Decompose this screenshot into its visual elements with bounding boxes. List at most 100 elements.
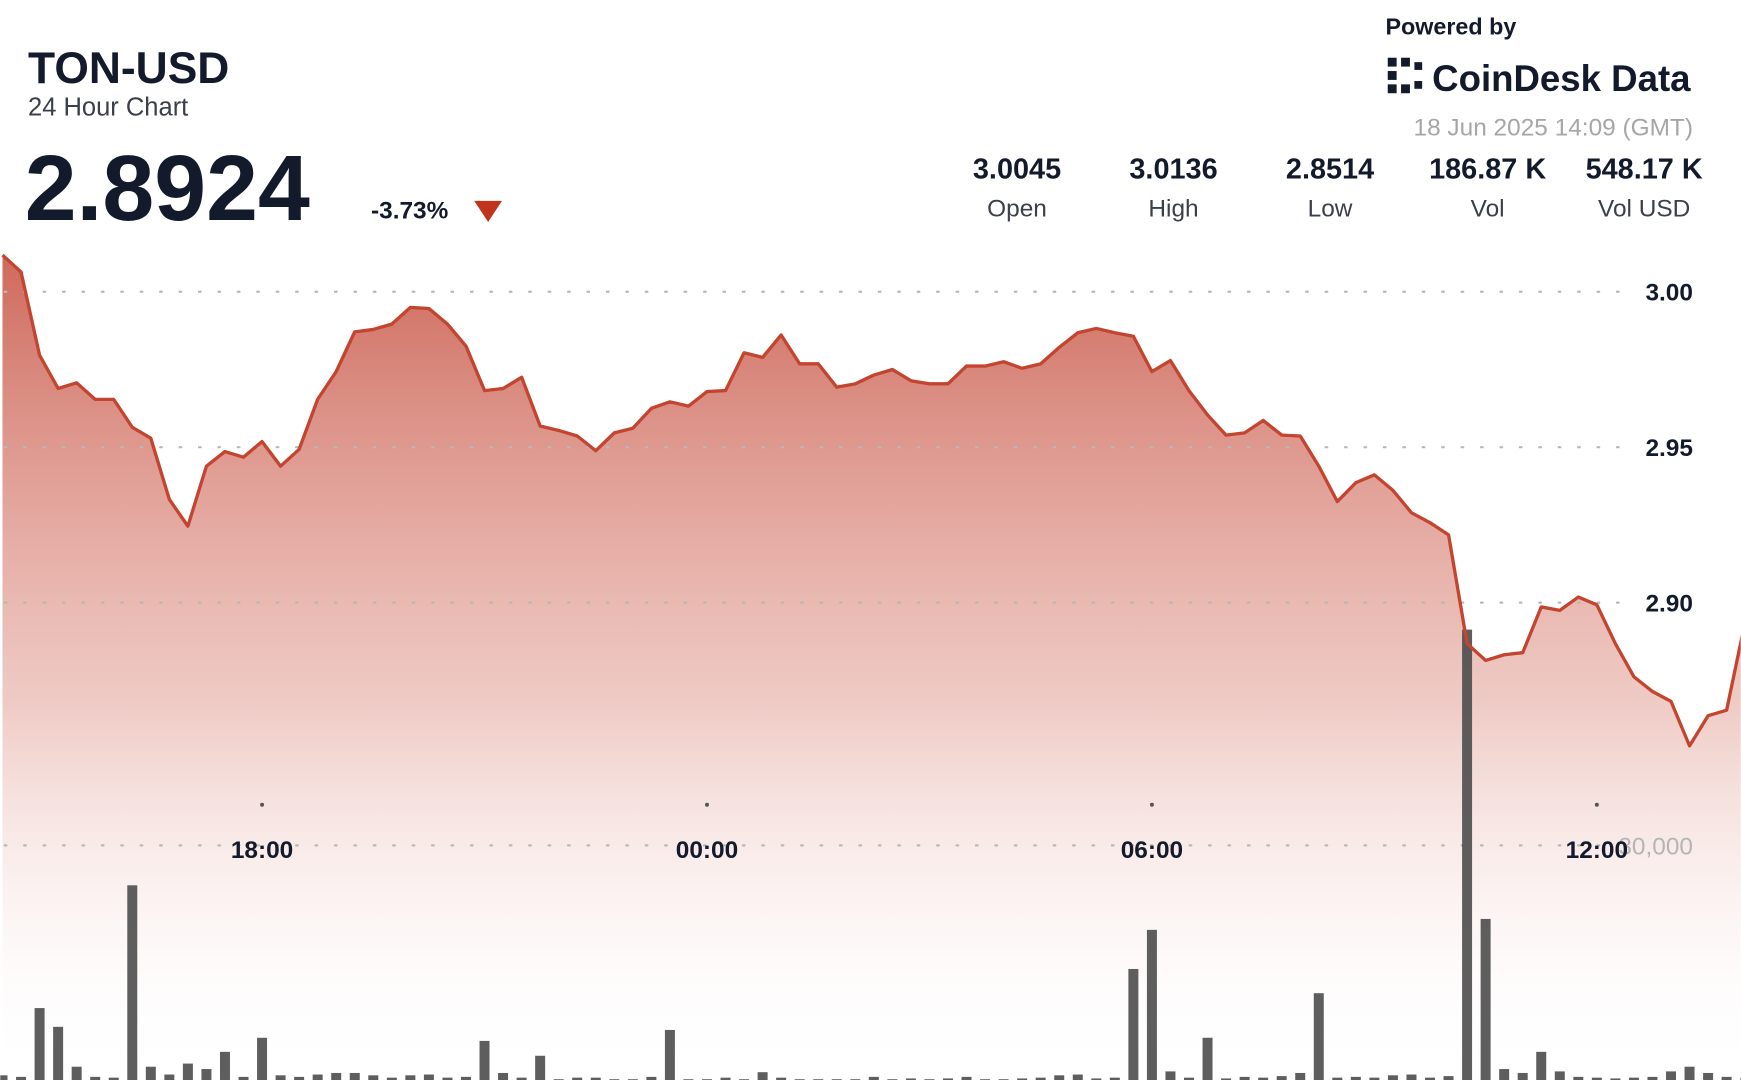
volume-bar (34, 1008, 45, 1080)
volume-bar (1406, 1074, 1417, 1080)
stat-value: 186.87 K (1429, 154, 1546, 186)
volume-bar (275, 1075, 286, 1080)
subtitle: 24 Hour Chart (28, 93, 188, 121)
volume-bar (776, 1077, 787, 1080)
stat-label: Vol USD (1598, 195, 1690, 222)
volume-bar (1295, 1072, 1306, 1080)
volume-bar (368, 1075, 379, 1080)
x-tick-label: 18:00 (231, 837, 293, 864)
volume-bar (1369, 1077, 1380, 1080)
volume-bar (1128, 968, 1139, 1080)
volume-bar (1035, 1077, 1046, 1080)
x-tick-mark (704, 802, 709, 807)
volume-bar (201, 1069, 212, 1080)
stat-label: Open (987, 195, 1047, 222)
volume-bar (386, 1077, 397, 1080)
volume-bar (1554, 1071, 1565, 1080)
x-tick-mark (1594, 802, 1599, 807)
volume-bar (442, 1077, 453, 1080)
volume-bar (1350, 1076, 1361, 1080)
volume-bar (664, 1029, 675, 1080)
volume-bar (257, 1037, 268, 1080)
volume-bar (1628, 1077, 1639, 1080)
stat-value: 3.0045 (973, 154, 1061, 186)
volume-bar (1666, 1071, 1677, 1080)
volume-bar (1591, 1077, 1602, 1080)
last-price: 2.8924 (25, 136, 310, 240)
price-change: -3.73% (371, 198, 449, 225)
y2-tick-label: 30,000 (1618, 833, 1693, 860)
volume-bar (1109, 1077, 1120, 1080)
volume-bar (961, 1076, 972, 1080)
volume-bar (646, 1076, 657, 1080)
volume-bar (942, 1078, 953, 1080)
stats: 3.0045 Open 3.0136 High 2.8514 Low 186.87 K Vol… (973, 154, 1703, 223)
volume-bar (1165, 1071, 1176, 1080)
volume-bar (1091, 1078, 1102, 1080)
x-tick-mark (260, 802, 265, 807)
volume-bar (1258, 1077, 1269, 1080)
powered-by: Powered by (1386, 13, 1517, 39)
brand-name: CoinDesk Data (1432, 58, 1691, 99)
volume-bar (1017, 1078, 1028, 1080)
x-tick-mark (1149, 802, 1154, 807)
volume-bar (1072, 1074, 1083, 1080)
volume-bar (90, 1076, 101, 1080)
volume-bar (1536, 1051, 1547, 1080)
volume-bar (1332, 1077, 1343, 1080)
price-area (2, 255, 1741, 1080)
volume-bar (312, 1074, 323, 1080)
x-tick-label: 00:00 (676, 837, 738, 864)
volume-bar (71, 1066, 82, 1080)
volume-bar (516, 1077, 527, 1080)
volume-bar (1054, 1075, 1065, 1080)
volume-bar (1221, 1078, 1232, 1080)
volume-bar (108, 1077, 119, 1080)
volume-bar (1184, 1077, 1194, 1080)
brand-logo (1387, 57, 1423, 94)
volume-bar (294, 1076, 305, 1080)
volume-bar (757, 1072, 768, 1080)
volume-bar (1721, 1076, 1732, 1080)
y-tick-label: 2.90 (1645, 590, 1693, 617)
stat-value: 548.17 K (1586, 154, 1703, 186)
stat-label: Low (1308, 195, 1353, 222)
volume-bar (238, 1076, 249, 1080)
volume-bar (1202, 1037, 1213, 1080)
stat-label: Vol (1471, 195, 1505, 222)
y-tick-label: 2.95 (1645, 435, 1693, 462)
volume-bar (1462, 629, 1473, 1080)
volume-bar (1703, 1072, 1714, 1080)
price-line (1, 253, 1741, 748)
x-tick-label: 06:00 (1121, 837, 1183, 864)
down-arrow (474, 200, 502, 222)
volume-bar (1740, 1077, 1741, 1080)
volume-bar (182, 1063, 193, 1080)
volume-bar (868, 1076, 879, 1080)
stat-value: 3.0136 (1129, 154, 1217, 186)
volume-bar (1443, 1076, 1454, 1080)
volume-bar (331, 1072, 342, 1080)
volume-bar (1684, 1066, 1695, 1080)
volume-bar (460, 1076, 471, 1080)
volume-bar (1425, 1077, 1435, 1080)
volume-bar (1573, 1076, 1584, 1080)
volume-bar (53, 1026, 64, 1080)
timestamp: 18 Jun 2025 14:09 (GMT) (1414, 114, 1693, 141)
volume-bar (498, 1072, 509, 1080)
volume-bar (127, 885, 138, 1080)
x-tick-label: 12:00 (1566, 837, 1628, 864)
volume-bar (16, 1076, 27, 1080)
volume-bar (1313, 993, 1324, 1080)
stat-value: 2.8514 (1286, 154, 1374, 186)
volume-bar (219, 1051, 230, 1080)
volume-bar (1276, 1076, 1287, 1080)
volume-bar (1517, 1072, 1528, 1080)
volume-bar (1480, 918, 1491, 1080)
volume-bar (349, 1072, 360, 1080)
stat-label: High (1148, 195, 1198, 222)
volume-bar (164, 1074, 175, 1080)
volume-bar (535, 1055, 546, 1080)
